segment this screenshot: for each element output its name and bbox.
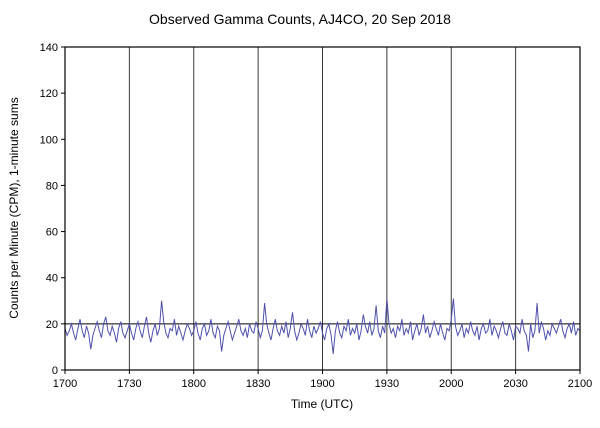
x-tick-label: 1830 — [246, 378, 270, 390]
y-axis-label: Counts per Minute (CPM), 1-minute sums — [7, 97, 21, 318]
x-axis-label: Time (UTC) — [291, 397, 353, 411]
y-tick-label: 60 — [46, 227, 58, 239]
y-tick-label: 140 — [40, 42, 58, 54]
x-tick-label: 1930 — [375, 378, 399, 390]
x-tick-label: 1800 — [182, 378, 206, 390]
data-line — [64, 298, 581, 354]
x-tick-label: 2000 — [439, 378, 463, 390]
y-tick-label: 120 — [40, 88, 58, 100]
y-tick-label: 0 — [52, 365, 58, 377]
plot-frame — [64, 46, 581, 371]
x-tick-label: 1700 — [53, 378, 77, 390]
plot-area: 1700 1730 1800 1830 1900 1930 2000 2030 2100 0 20 4… — [40, 42, 593, 390]
y-tick-label: 40 — [46, 273, 58, 285]
x-tick-label: 1900 — [310, 378, 334, 390]
y-tick-label: 80 — [46, 180, 58, 192]
x-tick-label: 2030 — [503, 378, 527, 390]
y-tick-label: 20 — [46, 319, 58, 331]
x-tick-label: 2100 — [568, 378, 592, 390]
x-tick-label: 1730 — [117, 378, 141, 390]
chart-title: Observed Gamma Counts, AJ4CO, 20 Sep 201… — [149, 11, 451, 27]
y-tick-label: 100 — [40, 134, 58, 146]
